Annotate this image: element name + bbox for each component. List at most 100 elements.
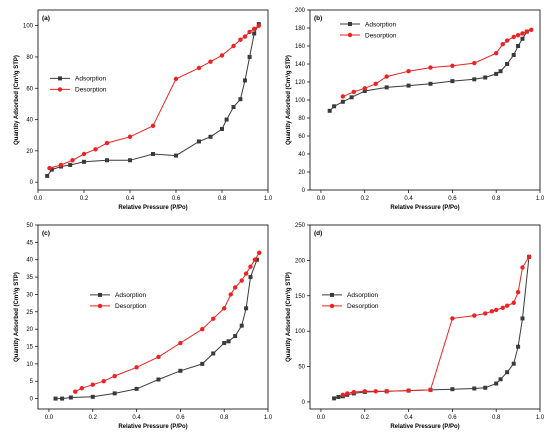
data-point-desorption xyxy=(529,27,534,32)
y-tick-label: 20 xyxy=(26,327,33,333)
panel-b: 0.0 0.2 0.4 0.6 0.8 1.0 0 20 40 60 80 100 120 140 160 1… xyxy=(278,4,546,212)
data-point-desorption xyxy=(524,29,530,34)
data-point-desorption xyxy=(500,305,505,310)
data-point-adsorption xyxy=(336,394,341,399)
data-point-adsorption xyxy=(151,152,155,156)
data-point-desorption xyxy=(493,307,499,313)
data-point-desorption xyxy=(351,389,357,395)
y-tick-label: 40 xyxy=(26,118,33,124)
y-tick-label: 0 xyxy=(30,180,34,186)
x-tick-label: 0.6 xyxy=(448,196,457,202)
data-point-adsorption xyxy=(362,89,367,93)
data-point-desorption xyxy=(511,34,516,40)
plot-frame xyxy=(37,9,269,191)
data-point-desorption xyxy=(238,37,243,42)
x-tick-label: 0.6 xyxy=(172,196,181,202)
data-point-adsorption xyxy=(200,361,205,366)
data-point-desorption xyxy=(493,51,499,56)
data-point-adsorption xyxy=(511,53,516,57)
data-point-desorption xyxy=(428,387,433,393)
data-point-adsorption xyxy=(349,95,354,100)
legend-label: Adsorption xyxy=(75,76,106,83)
series-line-desorption xyxy=(342,256,530,396)
data-point-desorption xyxy=(520,265,525,270)
data-point-desorption xyxy=(373,389,378,394)
x-tick-label: 0.0 xyxy=(45,415,54,421)
y-axis-title: Quantity Adsorbed (Cm³/g STP) xyxy=(13,272,20,362)
y-tick-label: 10 xyxy=(26,362,33,368)
data-point-adsorption xyxy=(112,391,117,396)
y-tick-label: 40 xyxy=(298,152,305,158)
data-point-adsorption xyxy=(428,81,433,86)
x-axis-title: Relative Pressure (P/Po) xyxy=(390,424,459,430)
y-tick-label: 120 xyxy=(295,80,306,86)
data-point-adsorption xyxy=(498,69,503,74)
data-point-adsorption xyxy=(60,396,65,401)
y-tick-label: 25 xyxy=(26,310,33,316)
legend-marker xyxy=(57,87,63,92)
data-point-desorption xyxy=(104,140,110,146)
data-point-desorption xyxy=(248,264,253,269)
y-tick-label: 40 xyxy=(26,258,33,264)
x-tick-label: 0.0 xyxy=(317,415,326,421)
data-point-adsorption xyxy=(49,167,54,172)
legend-marker xyxy=(330,292,334,297)
x-tick-label: 0.0 xyxy=(34,196,43,202)
data-point-desorption xyxy=(58,162,64,168)
data-point-adsorption xyxy=(340,99,345,104)
data-point-adsorption xyxy=(505,62,510,66)
data-point-adsorption xyxy=(45,173,50,178)
data-point-desorption xyxy=(228,292,233,297)
legend-label: Desorption xyxy=(347,303,379,310)
panel-c: 0.0 0.2 0.4 0.6 0.8 1.0 0 5 10 15 20 25 30 35 40 45 50 Re… xyxy=(6,219,274,431)
x-tick-label: 0.0 xyxy=(317,196,326,202)
data-point-desorption xyxy=(406,69,411,74)
data-point-desorption xyxy=(93,147,98,152)
data-point-adsorption xyxy=(197,139,201,144)
y-axis-title: Quantity Adsorbed (Cm³/g STP) xyxy=(285,272,292,362)
data-point-adsorption xyxy=(327,108,332,113)
y-tick-label: 140 xyxy=(295,62,306,68)
series-line-desorption xyxy=(49,25,260,169)
y-tick-label: 150 xyxy=(295,294,306,300)
y-tick-label: 200 xyxy=(295,8,306,14)
legend-marker xyxy=(58,76,62,81)
data-point-adsorption xyxy=(450,79,455,84)
data-point-adsorption xyxy=(128,158,132,163)
x-tick-label: 0.8 xyxy=(218,196,227,202)
data-point-adsorption xyxy=(332,396,337,401)
data-point-desorption xyxy=(221,306,227,311)
data-point-adsorption xyxy=(520,36,525,41)
y-tick-label: 50 xyxy=(298,365,305,371)
data-point-adsorption xyxy=(90,394,95,399)
data-point-adsorption xyxy=(243,78,247,83)
data-point-adsorption xyxy=(226,339,231,344)
data-point-desorption xyxy=(173,76,179,82)
y-tick-label: 80 xyxy=(26,55,33,61)
data-point-desorption xyxy=(515,290,521,295)
data-point-adsorption xyxy=(82,159,86,164)
data-point-adsorption xyxy=(450,387,455,392)
y-tick-label: 100 xyxy=(295,98,306,104)
series-line-desorption xyxy=(74,252,260,393)
data-point-desorption xyxy=(79,385,85,391)
data-point-desorption xyxy=(247,29,252,35)
data-point-adsorption xyxy=(406,83,411,88)
x-axis-title: Relative Pressure (P/Po) xyxy=(118,424,187,430)
data-point-adsorption xyxy=(134,386,139,391)
data-point-desorption xyxy=(472,60,477,66)
x-tick-label: 0.2 xyxy=(361,196,370,202)
data-point-adsorption xyxy=(233,334,238,339)
data-point-desorption xyxy=(340,392,346,398)
x-tick-label: 0.2 xyxy=(80,196,89,202)
legend-label: Adsorption xyxy=(347,292,378,299)
data-point-adsorption xyxy=(68,162,73,167)
x-tick-label: 1.0 xyxy=(536,415,545,421)
data-point-adsorption xyxy=(238,97,243,102)
data-point-adsorption xyxy=(178,368,183,373)
data-point-adsorption xyxy=(505,370,510,375)
data-point-desorption xyxy=(231,43,236,49)
y-axis-title: Quantity Adsorbed (Cm³/g STP) xyxy=(285,55,292,145)
legend-label: Adsorption xyxy=(115,292,146,299)
data-point-desorption xyxy=(73,389,78,394)
